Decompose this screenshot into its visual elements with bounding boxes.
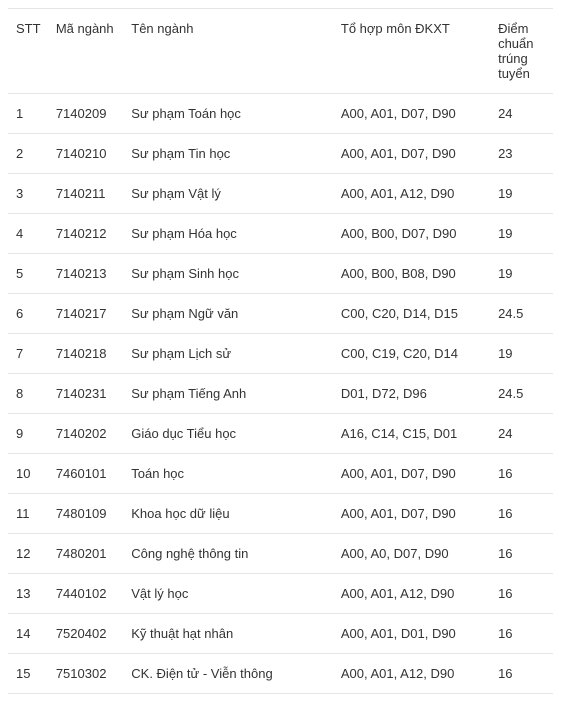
header-diem: Điểm chuẩn trúng tuyển (490, 9, 553, 94)
cell-to-hop: A00, A01, A12, D90 (333, 654, 490, 694)
cell-to-hop: A00, A01, D01, D90 (333, 614, 490, 654)
cell-ma-nganh: 7440102 (48, 574, 123, 614)
table-row: 147520402Kỹ thuật hạt nhânA00, A01, D01,… (8, 614, 553, 654)
table-row: 57140213Sư phạm Sinh họcA00, B00, B08, D… (8, 254, 553, 294)
table-header-row: STT Mã ngành Tên ngành Tổ hợp môn ĐKXT Đ… (8, 9, 553, 94)
table-row: 47140212Sư phạm Hóa họcA00, B00, D07, D9… (8, 214, 553, 254)
cell-to-hop: A00, A01, D07, D90 (333, 454, 490, 494)
table-row: 77140218Sư phạm Lịch sửC00, C19, C20, D1… (8, 334, 553, 374)
cell-stt: 5 (8, 254, 48, 294)
cell-ten-nganh: Sư phạm Hóa học (123, 214, 333, 254)
cell-stt: 6 (8, 294, 48, 334)
cell-to-hop: D01, D72, D96 (333, 374, 490, 414)
cell-ma-nganh: 7140231 (48, 374, 123, 414)
cell-to-hop: A00, A01, D07, D90 (333, 494, 490, 534)
cell-stt: 11 (8, 494, 48, 534)
cell-diem: 16 (490, 494, 553, 534)
cell-to-hop: A00, A01, D07, D90 (333, 134, 490, 174)
cell-to-hop: A00, A01, A12, D90 (333, 574, 490, 614)
cell-diem: 19 (490, 214, 553, 254)
cell-ma-nganh: 7140212 (48, 214, 123, 254)
header-to-hop: Tổ hợp môn ĐKXT (333, 9, 490, 94)
header-ten-nganh: Tên ngành (123, 9, 333, 94)
cell-to-hop: A00, A01, A12, D90 (333, 174, 490, 214)
cell-diem: 16 (490, 574, 553, 614)
cell-ten-nganh: Sư phạm Vật lý (123, 174, 333, 214)
cell-ten-nganh: Sư phạm Lịch sử (123, 334, 333, 374)
cell-stt: 9 (8, 414, 48, 454)
cell-diem: 16 (490, 534, 553, 574)
cell-stt: 4 (8, 214, 48, 254)
cell-ma-nganh: 7140213 (48, 254, 123, 294)
cell-to-hop: A00, A0, D07, D90 (333, 534, 490, 574)
cell-ten-nganh: Toán học (123, 454, 333, 494)
table-row: 137440102Vật lý họcA00, A01, A12, D9016 (8, 574, 553, 614)
cell-ten-nganh: CK. Điện tử - Viễn thông (123, 654, 333, 694)
table-row: 37140211Sư phạm Vật lýA00, A01, A12, D90… (8, 174, 553, 214)
cell-diem: 16 (490, 454, 553, 494)
table-row: 97140202Giáo dục Tiểu họcA16, C14, C15, … (8, 414, 553, 454)
cell-ten-nganh: Kỹ thuật hạt nhân (123, 614, 333, 654)
admission-score-table: STT Mã ngành Tên ngành Tổ hợp môn ĐKXT Đ… (8, 8, 553, 694)
cell-to-hop: A00, B00, B08, D90 (333, 254, 490, 294)
cell-stt: 3 (8, 174, 48, 214)
cell-diem: 19 (490, 254, 553, 294)
cell-ma-nganh: 7140218 (48, 334, 123, 374)
cell-ma-nganh: 7480201 (48, 534, 123, 574)
cell-stt: 15 (8, 654, 48, 694)
cell-stt: 7 (8, 334, 48, 374)
cell-to-hop: C00, C19, C20, D14 (333, 334, 490, 374)
cell-stt: 12 (8, 534, 48, 574)
cell-stt: 14 (8, 614, 48, 654)
cell-ma-nganh: 7480109 (48, 494, 123, 534)
cell-stt: 10 (8, 454, 48, 494)
cell-diem: 16 (490, 614, 553, 654)
cell-to-hop: C00, C20, D14, D15 (333, 294, 490, 334)
cell-to-hop: A00, A01, D07, D90 (333, 94, 490, 134)
cell-diem: 24 (490, 94, 553, 134)
cell-ten-nganh: Sư phạm Tin học (123, 134, 333, 174)
header-ma-nganh: Mã ngành (48, 9, 123, 94)
table-body: 17140209Sư phạm Toán họcA00, A01, D07, D… (8, 94, 553, 694)
cell-ma-nganh: 7460101 (48, 454, 123, 494)
cell-to-hop: A16, C14, C15, D01 (333, 414, 490, 454)
cell-ten-nganh: Sư phạm Sinh học (123, 254, 333, 294)
cell-diem: 24 (490, 414, 553, 454)
cell-ma-nganh: 7140210 (48, 134, 123, 174)
cell-ma-nganh: 7140202 (48, 414, 123, 454)
cell-to-hop: A00, B00, D07, D90 (333, 214, 490, 254)
cell-ten-nganh: Sư phạm Tiếng Anh (123, 374, 333, 414)
cell-ma-nganh: 7140209 (48, 94, 123, 134)
header-stt: STT (8, 9, 48, 94)
cell-ten-nganh: Vật lý học (123, 574, 333, 614)
cell-diem: 24.5 (490, 294, 553, 334)
table-row: 17140209Sư phạm Toán họcA00, A01, D07, D… (8, 94, 553, 134)
table-row: 127480201Công nghệ thông tinA00, A0, D07… (8, 534, 553, 574)
table-row: 27140210Sư phạm Tin họcA00, A01, D07, D9… (8, 134, 553, 174)
cell-ten-nganh: Công nghệ thông tin (123, 534, 333, 574)
cell-stt: 1 (8, 94, 48, 134)
table-row: 67140217Sư phạm Ngữ vănC00, C20, D14, D1… (8, 294, 553, 334)
cell-ten-nganh: Khoa học dữ liệu (123, 494, 333, 534)
cell-diem: 19 (490, 334, 553, 374)
cell-ten-nganh: Sư phạm Toán học (123, 94, 333, 134)
cell-ten-nganh: Giáo dục Tiểu học (123, 414, 333, 454)
cell-diem: 24.5 (490, 374, 553, 414)
cell-stt: 8 (8, 374, 48, 414)
cell-ma-nganh: 7510302 (48, 654, 123, 694)
cell-ma-nganh: 7140211 (48, 174, 123, 214)
cell-diem: 19 (490, 174, 553, 214)
cell-ma-nganh: 7520402 (48, 614, 123, 654)
table-row: 87140231Sư phạm Tiếng AnhD01, D72, D9624… (8, 374, 553, 414)
table-row: 157510302CK. Điện tử - Viễn thôngA00, A0… (8, 654, 553, 694)
cell-diem: 23 (490, 134, 553, 174)
cell-ten-nganh: Sư phạm Ngữ văn (123, 294, 333, 334)
cell-stt: 2 (8, 134, 48, 174)
table-row: 107460101Toán họcA00, A01, D07, D9016 (8, 454, 553, 494)
table-row: 117480109Khoa học dữ liệuA00, A01, D07, … (8, 494, 553, 534)
cell-diem: 16 (490, 654, 553, 694)
cell-ma-nganh: 7140217 (48, 294, 123, 334)
cell-stt: 13 (8, 574, 48, 614)
